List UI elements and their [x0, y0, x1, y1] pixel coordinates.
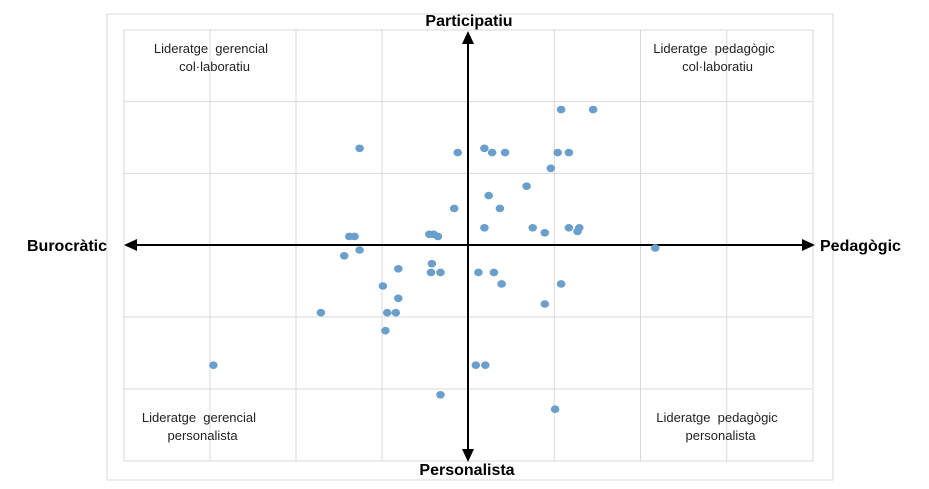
- data-point: [378, 282, 388, 290]
- data-point: [546, 164, 556, 173]
- bottom-arrowhead: [462, 449, 474, 462]
- data-point: [381, 326, 390, 335]
- data-point: [497, 280, 506, 288]
- quadrant-label-bottom-right: Lideratge pedagògic personalista: [656, 410, 778, 443]
- right-arrowhead: [802, 239, 815, 251]
- data-point: [573, 227, 582, 236]
- axis-label-bottom: Personalista: [419, 462, 514, 479]
- data-point: [339, 252, 349, 260]
- quadrant-label-bottom-left: Lideratge gerencial personalista: [0, 0, 274, 443]
- axis-label-left: Burocràtic: [27, 238, 107, 255]
- data-point: [556, 280, 566, 288]
- chart-frame: [106, 13, 834, 481]
- data-point: [550, 405, 560, 414]
- data-point: [484, 191, 494, 200]
- data-point: [487, 148, 497, 157]
- data-point: [556, 105, 566, 114]
- data-point: [316, 308, 326, 317]
- data-point: [588, 105, 598, 114]
- data-point: [553, 148, 562, 157]
- axes: [124, 31, 815, 462]
- data-point: [489, 268, 499, 277]
- data-point: [427, 259, 437, 268]
- quadrant-label-top-right: Lideratge pedagògic col·laboratiu: [0, 0, 793, 74]
- data-point: [355, 144, 364, 153]
- data-points: [209, 105, 660, 414]
- data-point: [481, 361, 490, 370]
- data-point: [474, 268, 483, 277]
- data-point: [394, 265, 403, 273]
- data-point: [528, 224, 537, 232]
- axis-label-top: Participatiu: [425, 13, 512, 30]
- data-point: [436, 268, 445, 277]
- data-point: [209, 361, 218, 370]
- data-point: [453, 148, 463, 157]
- data-point: [480, 224, 489, 232]
- top-arrowhead: [462, 31, 474, 44]
- data-point: [382, 308, 392, 317]
- quadrant-label-top-left: Lideratge gerencial col·laboratiu: [0, 0, 286, 74]
- data-point: [522, 182, 531, 190]
- data-point: [394, 294, 403, 303]
- data-point: [540, 300, 550, 308]
- data-point: [540, 229, 550, 237]
- left-arrowhead: [124, 239, 137, 251]
- data-point: [426, 268, 436, 277]
- data-point: [355, 246, 364, 254]
- data-point: [433, 232, 443, 241]
- data-point: [500, 148, 510, 157]
- data-point: [480, 144, 489, 153]
- axis-label-right: Pedagògic: [820, 238, 901, 255]
- data-point: [650, 244, 660, 252]
- data-point: [350, 232, 359, 241]
- data-point: [495, 204, 505, 213]
- data-point: [471, 361, 481, 370]
- data-point: [391, 308, 401, 317]
- data-point: [436, 391, 445, 399]
- data-point: [564, 148, 574, 157]
- data-point: [564, 224, 574, 232]
- data-point: [449, 204, 459, 213]
